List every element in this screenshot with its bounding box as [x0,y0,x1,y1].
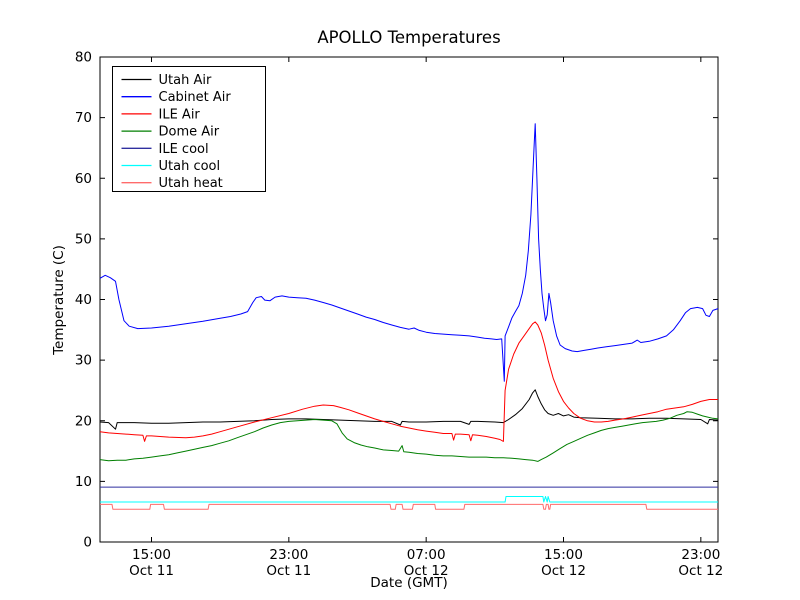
legend-label-utah-air: Utah Air [159,73,212,88]
series-line-utah-cool [100,496,718,503]
x-tick-time-label: 07:00 [407,547,446,563]
x-tick-time-label: 15:00 [132,547,171,563]
y-tick-label: 30 [75,353,92,369]
y-tick-label: 80 [75,50,92,66]
legend: Utah Air Cabinet Air ILE Air Dome Air ILE co… [112,66,266,192]
x-tick-date-label: Oct 12 [678,563,723,579]
legend-label-ile-air: ILE Air [159,107,201,122]
y-tick-label: 10 [75,474,92,490]
legend-label-utah-cool: Utah cool [159,159,221,174]
series-line-cabinet-air [99,123,719,382]
y-tick-label: 70 [75,110,92,126]
y-tick-label: 50 [75,231,92,247]
y-tick-label: 20 [75,413,92,429]
x-tick-date-label: Oct 11 [266,563,311,579]
legend-label-ile-cool: ILE cool [159,142,209,157]
series-line-utah-heat [100,503,718,510]
y-axis-label: Temperature (C) [51,245,67,356]
series-lines [99,123,719,510]
series-line-dome-air [99,411,719,462]
legend-label-cabinet-air: Cabinet Air [159,90,232,105]
legend-label-utah-heat: Utah heat [159,176,223,191]
legend-box [112,66,266,192]
series-line-ile-air [99,321,718,442]
y-tick-label: 0 [83,535,92,551]
x-tick-date-label: Oct 11 [129,563,174,579]
x-tick-time-label: 15:00 [544,547,583,563]
y-tick-label: 40 [75,292,92,308]
x-tick-time-label: 23:00 [681,547,720,563]
chart-title: APOLLO Temperatures [317,28,500,47]
legend-label-dome-air: Dome Air [159,125,220,140]
x-axis-label: Date (GMT) [370,575,447,591]
x-tick-date-label: Oct 12 [541,563,586,579]
series-line-utah-air [99,389,719,430]
x-tick-time-label: 23:00 [269,547,308,563]
x-tick-date-label: Oct 12 [404,563,449,579]
y-tick-label: 60 [75,171,92,187]
